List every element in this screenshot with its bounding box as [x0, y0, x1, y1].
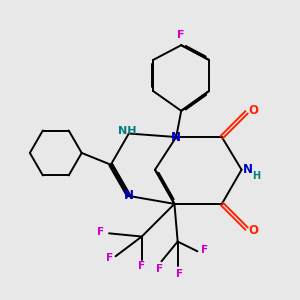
Text: H: H: [252, 171, 260, 181]
Text: F: F: [156, 264, 164, 274]
Text: F: F: [97, 227, 104, 237]
Text: F: F: [106, 253, 112, 263]
Text: NH: NH: [118, 126, 136, 136]
Text: F: F: [138, 261, 145, 271]
Text: F: F: [201, 245, 208, 255]
Text: N: N: [124, 189, 134, 203]
Text: N: N: [171, 130, 181, 143]
Text: O: O: [248, 224, 258, 237]
Text: F: F: [178, 30, 185, 40]
Text: F: F: [176, 269, 183, 279]
Text: N: N: [243, 163, 253, 176]
Text: O: O: [248, 104, 258, 117]
